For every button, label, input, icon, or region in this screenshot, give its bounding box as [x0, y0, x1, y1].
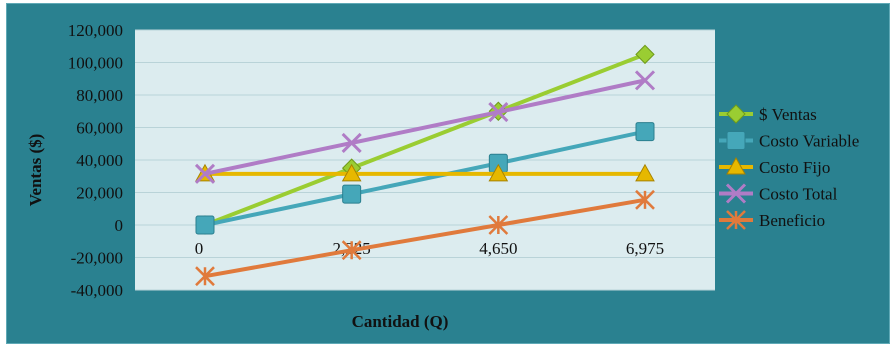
series-2: [195, 122, 655, 235]
data-point: [488, 163, 509, 182]
y-tick-label: 0: [115, 216, 124, 235]
legend-marker: [726, 131, 746, 150]
y-tick-label: 40,000: [76, 151, 123, 170]
series-line: [204, 129, 646, 227]
data-point: [635, 189, 655, 210]
legend-marker: [726, 210, 746, 230]
y-tick-label: 80,000: [76, 86, 123, 105]
y-tick-label: 120,000: [68, 21, 123, 40]
data-point: [635, 44, 655, 65]
chart-frame: -40,000 -20,000 0 20,000 40,000 60,000 80,000 1…: [6, 3, 890, 344]
x-tick-label: 0: [195, 239, 204, 258]
y-tick-label: -20,000: [71, 249, 123, 268]
legend-label: Costo Total: [759, 185, 838, 204]
series-line: [204, 197, 646, 279]
data-point: [194, 163, 216, 184]
x-tick-label: 6,975: [626, 239, 664, 258]
series-5: [195, 189, 655, 287]
legend-item: $ Ventas: [719, 104, 817, 124]
data-point: [195, 215, 215, 235]
y-tick-label: -40,000: [71, 281, 123, 300]
legend-marker: [726, 104, 746, 124]
y-tick-label: 60,000: [76, 119, 123, 138]
series-line: [204, 52, 646, 227]
legend-item: Costo Variable: [719, 131, 859, 151]
data-point: [341, 163, 362, 182]
legend-item: Costo Fijo: [719, 156, 830, 177]
y-axis-title: Ventas ($): [26, 134, 45, 207]
data-point: [342, 184, 362, 204]
y-tick-label: 20,000: [76, 184, 123, 203]
x-tick-label: 4,650: [479, 239, 517, 258]
data-point: [634, 70, 656, 91]
data-point: [341, 240, 362, 261]
legend-label: $ Ventas: [759, 105, 817, 124]
data-point: [195, 266, 215, 287]
legend-item: Costo Total: [719, 183, 838, 204]
legend-item: Beneficio: [719, 210, 825, 230]
legend-label: Costo Variable: [759, 132, 859, 151]
data-point: [635, 163, 655, 182]
legend-label: Beneficio: [759, 211, 825, 230]
legend-marker: [725, 183, 747, 204]
data-point: [341, 132, 362, 153]
y-tick-label: 100,000: [68, 54, 123, 73]
x-axis-title: Cantidad (Q): [352, 312, 449, 331]
data-point: [488, 215, 509, 235]
legend-label: Costo Fijo: [759, 158, 830, 177]
legend-marker: [726, 156, 746, 175]
chart: -40,000 -20,000 0 20,000 40,000 60,000 80,000 1…: [26, 21, 859, 331]
data-point: [635, 122, 655, 142]
series-4: [194, 70, 656, 184]
series-line: [204, 78, 646, 176]
data-point: [488, 102, 509, 123]
